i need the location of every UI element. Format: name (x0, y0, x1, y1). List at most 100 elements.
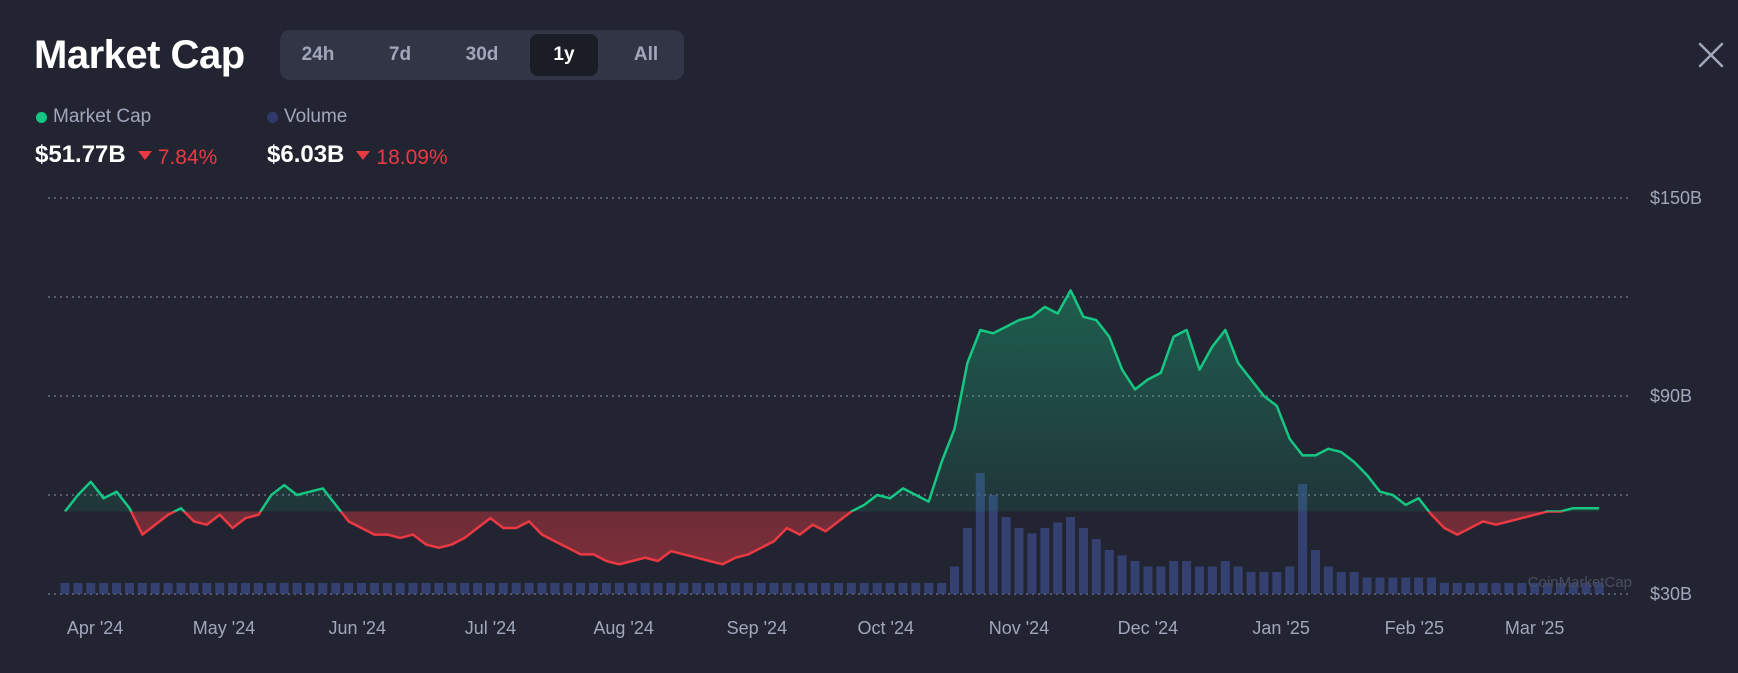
market-cap-point[interactable] (990, 330, 996, 336)
market-cap-point[interactable] (307, 489, 313, 495)
market-cap-point[interactable] (1235, 360, 1241, 366)
legend-market-cap[interactable]: Market Cap (36, 106, 151, 128)
market-cap-point[interactable] (1506, 518, 1512, 524)
market-cap-point[interactable] (384, 532, 390, 538)
market-cap-point[interactable] (526, 518, 532, 524)
market-cap-point[interactable] (1596, 505, 1602, 511)
market-cap-point[interactable] (1261, 393, 1267, 399)
market-cap-point[interactable] (1055, 311, 1061, 317)
market-cap-point[interactable] (449, 542, 455, 548)
market-cap-point[interactable] (475, 525, 481, 531)
market-cap-point[interactable] (500, 525, 506, 531)
market-cap-point[interactable] (191, 518, 197, 524)
market-cap-point[interactable] (88, 479, 94, 485)
market-cap-point[interactable] (1196, 367, 1202, 373)
market-cap-point[interactable] (1119, 367, 1125, 373)
market-cap-point[interactable] (513, 525, 519, 531)
market-cap-point[interactable] (771, 538, 777, 544)
market-cap-point[interactable] (268, 492, 274, 498)
market-cap-point[interactable] (565, 545, 571, 551)
market-cap-point[interactable] (874, 492, 880, 498)
market-cap-point[interactable] (1532, 512, 1538, 518)
market-cap-point[interactable] (1093, 317, 1099, 323)
market-cap-point[interactable] (1467, 525, 1473, 531)
legend-volume[interactable]: Volume (267, 106, 347, 128)
market-cap-point[interactable] (1557, 509, 1563, 515)
market-cap-point[interactable] (1583, 505, 1589, 511)
market-cap-point[interactable] (1158, 370, 1164, 376)
market-cap-point[interactable] (861, 502, 867, 508)
market-cap-point[interactable] (745, 551, 751, 557)
market-cap-point[interactable] (964, 360, 970, 366)
market-cap-point[interactable] (784, 525, 790, 531)
market-cap-point[interactable] (1312, 452, 1318, 458)
market-cap-point[interactable] (823, 528, 829, 534)
market-cap-point[interactable] (629, 558, 635, 564)
market-cap-point[interactable] (1493, 522, 1499, 528)
range-button-1y[interactable]: 1y (530, 34, 598, 76)
market-cap-point[interactable] (371, 532, 377, 538)
market-cap-point[interactable] (62, 509, 68, 515)
close-button[interactable] (1694, 38, 1728, 72)
market-cap-point[interactable] (552, 538, 558, 544)
market-cap-point[interactable] (1132, 386, 1138, 392)
market-cap-point[interactable] (152, 522, 158, 528)
market-cap-point[interactable] (359, 525, 365, 531)
market-cap-point[interactable] (797, 532, 803, 538)
market-cap-point[interactable] (101, 495, 107, 501)
market-cap-point[interactable] (939, 459, 945, 465)
market-cap-point[interactable] (926, 499, 932, 505)
market-cap-point[interactable] (977, 327, 983, 333)
market-cap-point[interactable] (114, 489, 120, 495)
market-cap-point[interactable] (139, 532, 145, 538)
market-cap-point[interactable] (668, 548, 674, 554)
market-cap-point[interactable] (836, 518, 842, 524)
market-cap-point[interactable] (1325, 446, 1331, 452)
market-cap-point[interactable] (848, 509, 854, 515)
market-cap-point[interactable] (1570, 505, 1576, 511)
market-cap-point[interactable] (1003, 324, 1009, 330)
market-cap-point[interactable] (410, 532, 416, 538)
market-cap-point[interactable] (681, 551, 687, 557)
market-cap-point[interactable] (1287, 436, 1293, 442)
market-cap-point[interactable] (1429, 512, 1435, 518)
market-cap-point[interactable] (1377, 489, 1383, 495)
market-cap-point[interactable] (423, 542, 429, 548)
market-cap-point[interactable] (887, 495, 893, 501)
market-cap-point[interactable] (539, 532, 545, 538)
market-cap-point[interactable] (719, 561, 725, 567)
market-cap-point[interactable] (204, 522, 210, 528)
market-cap-point[interactable] (165, 512, 171, 518)
market-cap-point[interactable] (591, 551, 597, 557)
market-cap-point[interactable] (1480, 518, 1486, 524)
market-cap-point[interactable] (707, 558, 713, 564)
market-cap-point[interactable] (178, 505, 184, 511)
market-cap-point[interactable] (346, 518, 352, 524)
market-cap-point[interactable] (1145, 377, 1151, 383)
market-cap-point[interactable] (758, 545, 764, 551)
market-cap-point[interactable] (294, 492, 300, 498)
market-cap-point[interactable] (1080, 314, 1086, 320)
market-cap-point[interactable] (694, 555, 700, 561)
market-cap-point[interactable] (1338, 449, 1344, 455)
market-cap-point[interactable] (1351, 459, 1357, 465)
market-cap-point[interactable] (1545, 509, 1551, 515)
market-cap-point[interactable] (913, 492, 919, 498)
market-cap-point[interactable] (1441, 525, 1447, 531)
range-button-30d[interactable]: 30d (465, 44, 499, 65)
market-cap-point[interactable] (578, 551, 584, 557)
market-cap-point[interactable] (1300, 452, 1306, 458)
market-cap-point[interactable] (603, 558, 609, 564)
range-button-24h[interactable]: 24h (301, 44, 335, 65)
market-cap-point[interactable] (642, 555, 648, 561)
market-cap-point[interactable] (1171, 334, 1177, 340)
market-cap-point[interactable] (1390, 492, 1396, 498)
market-cap-point[interactable] (732, 555, 738, 561)
market-cap-point[interactable] (333, 502, 339, 508)
market-cap-point[interactable] (126, 505, 132, 511)
market-cap-point[interactable] (1248, 377, 1254, 383)
market-cap-point[interactable] (1364, 472, 1370, 478)
market-cap-point[interactable] (281, 482, 287, 488)
market-cap-point[interactable] (397, 535, 403, 541)
range-button-7d[interactable]: 7d (388, 44, 412, 65)
